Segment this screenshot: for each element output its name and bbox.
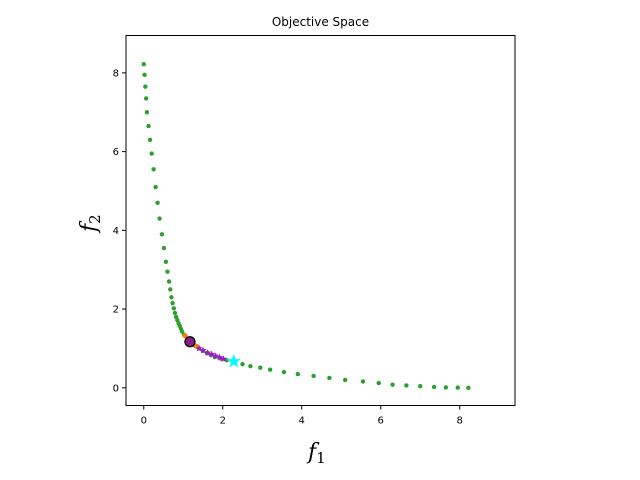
y-axis: 0 2 4 6 8 — [113, 68, 126, 394]
y-tick-label: 4 — [113, 226, 119, 237]
front-point — [172, 310, 178, 316]
front-point — [466, 385, 471, 390]
front-point — [248, 363, 253, 369]
front-point — [168, 287, 173, 292]
front-point — [147, 137, 153, 143]
y-axis-label-subscript: 2 — [86, 214, 104, 224]
front-point — [327, 375, 332, 381]
front-point — [431, 384, 437, 390]
front-point — [166, 279, 172, 284]
front-point — [170, 300, 175, 306]
front-point — [342, 377, 348, 383]
front-point — [311, 373, 316, 379]
front-point — [141, 62, 146, 67]
front-point — [404, 383, 409, 388]
front-point — [169, 295, 174, 300]
x-tick-label: 6 — [378, 416, 384, 427]
front-point — [390, 382, 395, 387]
front-point — [161, 245, 167, 251]
purple-star-point — [219, 355, 228, 363]
y-tick-label: 8 — [113, 68, 119, 79]
y-tick-label: 2 — [113, 305, 119, 316]
purple-star-point — [215, 353, 224, 361]
front-point — [281, 369, 287, 375]
front-point — [143, 84, 148, 89]
front-point — [155, 200, 160, 205]
x-tick-label: 2 — [220, 416, 226, 427]
cyan-star-point — [226, 353, 241, 368]
purple-star-point — [195, 344, 203, 352]
front-point — [258, 365, 263, 370]
plot-frame — [125, 35, 516, 406]
front-point — [443, 385, 449, 390]
front-point — [360, 379, 366, 384]
purple-star-point — [204, 348, 212, 356]
front-point — [142, 72, 147, 78]
x-tick-label: 8 — [457, 416, 463, 427]
front-point — [146, 123, 151, 129]
front-point — [149, 151, 154, 156]
x-tick-label: 4 — [299, 416, 305, 427]
y-tick-label: 6 — [113, 147, 119, 158]
y-tick-label: 0 — [113, 383, 119, 394]
highlighted-circle-point — [184, 336, 196, 348]
front-point — [376, 380, 381, 386]
x-axis-label-subscript: 1 — [316, 449, 326, 467]
y-axis-label: f2 — [77, 214, 104, 234]
orange-point — [182, 333, 188, 339]
purple-star-point — [212, 352, 220, 359]
front-point — [240, 361, 245, 367]
front-point — [179, 329, 185, 334]
front-point — [165, 269, 170, 274]
front-point — [157, 216, 162, 221]
front-point — [151, 167, 156, 172]
purple-star-point — [208, 350, 216, 358]
front-point — [144, 110, 150, 115]
plot-marks — [141, 62, 471, 390]
front-point — [163, 259, 169, 265]
front-point — [295, 371, 300, 377]
x-axis: 0 2 4 6 8 — [141, 405, 463, 427]
front-point — [159, 232, 165, 237]
front-point — [267, 367, 273, 372]
front-point — [171, 306, 176, 311]
purple-star-point — [199, 346, 207, 354]
front-point — [418, 384, 423, 389]
front-point — [455, 385, 460, 390]
front-point — [143, 96, 149, 101]
x-tick-label: 0 — [141, 416, 147, 427]
chart-title: Objective Space — [272, 15, 369, 29]
x-axis-label: f1 — [306, 440, 326, 467]
front-point — [153, 184, 158, 190]
